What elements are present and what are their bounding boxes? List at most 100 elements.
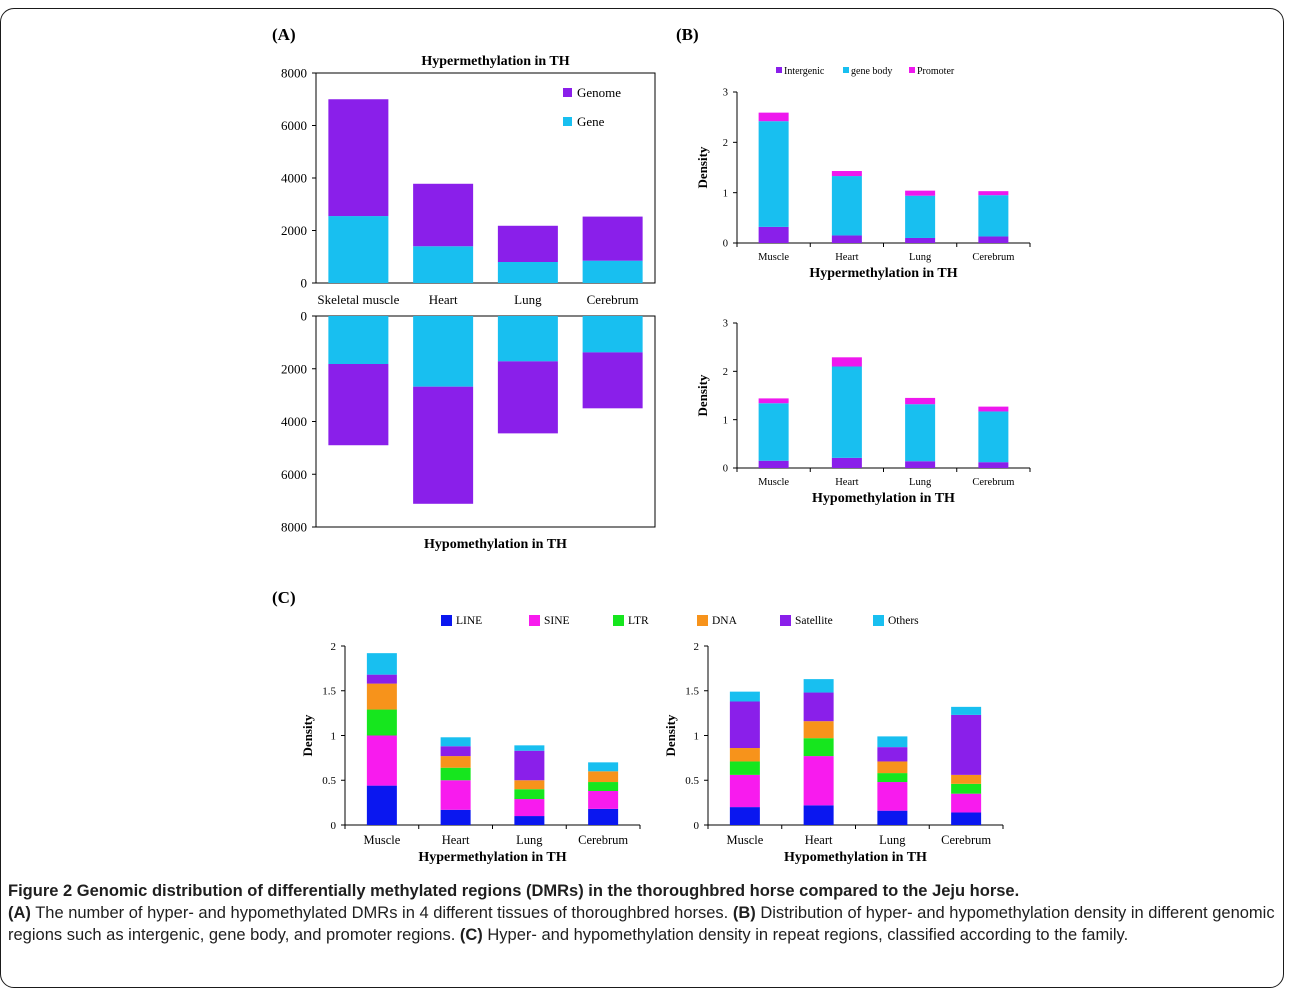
bar-ltr-lung [514,789,545,800]
y-tick-label: 2000 [281,361,307,376]
bar-others-muscle [366,653,397,675]
legend-label-intergenic: Intergenic [784,66,825,77]
panel-label-c: (C) [272,588,296,607]
chart-a-bottom: 0 2000 4000 6000 8000 Hypomethylation in TH [281,309,656,552]
y-tick-label: 6000 [281,467,307,482]
y-tick-label: 8000 [281,66,307,81]
legend-swatch-gene-body [843,67,849,73]
y-tick-label: 0 [694,820,700,832]
bar-dna-lung [514,780,545,790]
bar-promoter-cerebrum [978,406,1009,412]
x-tick-label: Skeletal muscle [317,292,399,307]
legend-swatch-ltr [613,615,624,626]
y-tick-label: 1 [723,415,728,426]
bar-line-cerebrum [951,812,982,825]
y-tick-label: 1.5 [685,686,699,698]
y-tick-label: 2 [723,138,728,149]
x-tick-label: Cerebrum [578,833,628,847]
bar-gene-body-heart [831,176,862,236]
caption-title: Figure 2 Genomic distribution of differe… [8,882,1020,900]
x-tick-label: Cerebrum [941,833,991,847]
bar-satellite-muscle [729,701,760,749]
bar-satellite-muscle [366,674,397,684]
legend-label-genome: Genome [577,85,621,100]
x-tick-label: Cerebrum [587,292,639,307]
chart-b-top: 0 1 2 3 Muscle Heart Lung Cerebrum Hypermethylat… [695,66,1031,281]
figure-frame [0,8,1284,988]
bar-sine-cerebrum [588,790,619,809]
bar-ltr-cerebrum [588,782,619,791]
legend-label-promoter: Promoter [917,66,955,77]
chart-title: Hypomethylation in TH [424,537,567,552]
bar-intergenic-lung [905,461,936,468]
y-tick-label: 4000 [281,414,307,429]
bar-promoter-lung [905,397,936,405]
bar-line-muscle [366,785,397,825]
bar-satellite-heart [803,692,834,722]
bar-genome-heart [413,386,474,504]
x-tick-label: Lung [514,292,542,307]
y-axis-title: Density [695,374,710,416]
legend-label-gene-body: gene body [851,66,892,77]
panel-label-a: (A) [272,25,296,44]
x-tick-label: Cerebrum [972,477,1014,488]
y-tick-label: 1.5 [322,686,336,698]
legend-swatch-gene [563,117,572,126]
x-tick-label: Heart [835,252,858,263]
bar-others-cerebrum [951,706,982,715]
x-tick-label: Heart [442,833,470,847]
bar-satellite-heart [440,746,471,757]
y-tick-label: 3 [723,319,728,330]
bar-line-heart [803,805,834,825]
bar-gene-cerebrum [582,260,643,283]
bar-promoter-muscle [758,398,789,404]
y-tick-label: 0 [331,820,337,832]
y-tick-label: 1 [694,730,700,742]
x-axis-title: Hypermethylation in TH [809,266,957,281]
bar-gene-skeletal-muscle [328,316,389,365]
y-tick-label: 8000 [281,520,307,535]
caption-c-label: (C) [459,926,483,944]
bar-line-lung [514,816,545,825]
legend-label-line: LINE [456,615,482,627]
bar-gene-body-muscle [758,403,789,461]
bar-sine-heart [440,780,471,810]
bar-others-lung [514,745,545,751]
chart-c-left: 0 0.5 1 1.5 2 Muscle Heart Lung Cerebrum Hypermet… [300,615,919,865]
bar-others-lung [877,736,908,748]
y-tick-label: 2000 [281,223,307,238]
caption-b-text: Distribution of hyper- and hypomethylati… [8,904,1275,944]
y-tick-label: 0 [723,239,728,250]
y-tick-label: 1 [331,730,337,742]
chart-a-top: 0 2000 4000 6000 8000 Skeletal muscle Heart Lun… [281,54,656,307]
figure-caption: Figure 2 Genomic distribution of differe… [8,880,1278,946]
bar-gene-heart [413,316,474,387]
legend-swatch-dna [697,615,708,626]
bar-others-heart [803,679,834,693]
bar-genome-cerebrum [582,352,643,409]
y-tick-label: 2 [694,641,700,653]
caption-a-text: The number of hyper- and hypomethylated … [30,904,733,922]
bar-promoter-heart [831,357,862,367]
legend-swatch-intergenic [776,67,782,73]
bar-intergenic-heart [831,235,862,243]
bar-sine-lung [514,799,545,817]
legend-label-gene: Gene [577,114,605,129]
bar-genome-lung [497,225,558,262]
bar-dna-muscle [729,748,760,762]
legend-label-sine: SINE [544,615,570,627]
y-tick-label: 0 [301,276,308,291]
bar-gene-body-heart [831,366,862,458]
legend-label-satellite: Satellite [795,615,833,627]
bar-dna-heart [440,756,471,768]
x-tick-label: Lung [909,252,932,263]
bar-intergenic-heart [831,457,862,468]
chart-b-bottom: 0 1 2 3 Muscle Heart Lung Cerebrum Hypomethylati… [695,319,1031,506]
y-axis-title: Density [695,146,710,188]
bar-gene-skeletal-muscle [328,216,389,283]
bar-dna-cerebrum [588,771,619,783]
bar-gene-cerebrum [582,316,643,353]
legend-swatch-sine [529,615,540,626]
bar-gene-heart [413,246,474,283]
